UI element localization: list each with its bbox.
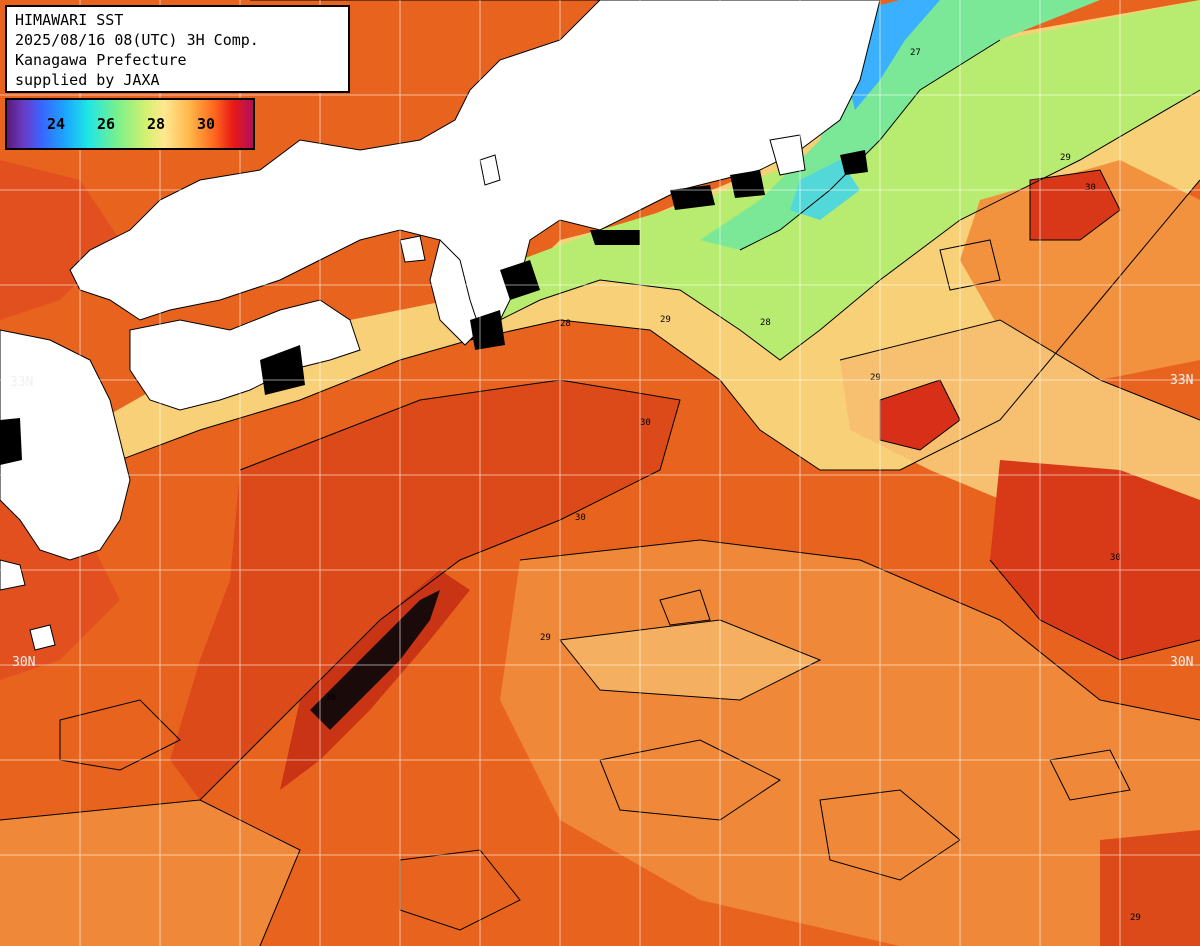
contour-label: 29: [540, 633, 551, 643]
temperature-colorbar: 24 26 28 30: [5, 98, 255, 150]
contour-label: 30: [640, 418, 651, 428]
island: [769, 134, 806, 176]
island: [399, 235, 426, 263]
contour-label: 30: [325, 693, 336, 703]
contour-label: 29: [1130, 913, 1141, 923]
contour-label: 28: [760, 318, 771, 328]
colorbar-tick-label: 30: [197, 115, 216, 133]
contour-label: 29: [660, 315, 671, 325]
colorbar-tick-label: 24: [47, 115, 66, 133]
colorbar-tick-label: 26: [97, 115, 116, 133]
observation-time: 2025/08/16 08(UTC) 3H Comp.: [15, 31, 259, 49]
contour-label: 30: [1110, 553, 1121, 563]
latitude-label: 33N: [10, 375, 34, 390]
product-title: HIMAWARI SST: [15, 11, 124, 29]
contour-label: 30: [575, 513, 586, 523]
contour-label: 29: [870, 373, 881, 383]
latitude-label: 30N: [12, 655, 36, 670]
island: [0, 559, 26, 591]
latitude-label: 33N: [1170, 373, 1194, 388]
kyushu-island: [0, 329, 131, 561]
contour-label: 29: [1060, 153, 1071, 163]
title-box: HIMAWARI SST 2025/08/16 08(UTC) 3H Comp.…: [5, 5, 350, 93]
data-credit: supplied by JAXA: [15, 71, 160, 89]
colorbar-tick-label: 28: [147, 115, 166, 133]
contour-label: 30: [1085, 183, 1096, 193]
latitude-label: 30N: [1170, 655, 1194, 670]
region-name: Kanagawa Prefecture: [15, 51, 187, 69]
island: [479, 154, 501, 186]
island: [29, 624, 56, 651]
contour-label: 28: [560, 319, 571, 329]
contour-label: 27: [910, 48, 921, 58]
kii-peninsula: [429, 239, 481, 346]
